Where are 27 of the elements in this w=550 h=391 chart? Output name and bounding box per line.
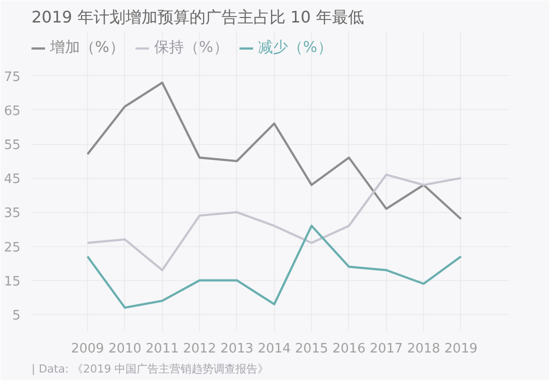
legend-label: 保持（%）	[154, 38, 228, 57]
chart-title: 2019 年计划增加预算的广告主占比 10 年最低	[32, 8, 364, 26]
x-tick-label: 2019	[444, 342, 478, 356]
x-tick-label: 2016	[332, 342, 366, 356]
x-tick-label: 2013	[220, 342, 254, 356]
y-tick-label: 45	[4, 172, 21, 188]
y-tick-label: 5	[12, 308, 21, 324]
x-tick-label: 2011	[146, 342, 179, 356]
y-tick-label: 15	[4, 274, 21, 290]
y-tick-label: 55	[4, 138, 21, 153]
y-tick-label: 35	[4, 206, 21, 222]
x-tick-label: 2012	[183, 342, 216, 356]
y-tick-label: 25	[4, 240, 21, 256]
y-tick-label: 65	[4, 104, 21, 119]
legend-label: 减少（%）	[258, 38, 332, 57]
y-tick-label: 75	[4, 70, 21, 85]
x-tick-label: 2018	[407, 342, 440, 356]
x-tick-label: 2014	[258, 342, 291, 356]
line-series	[86, 82, 462, 220]
line-series	[86, 174, 462, 272]
text: | Data: 《2019 中国广告主营销趋势调查报告》	[32, 362, 269, 376]
line-series	[86, 224, 462, 309]
x-tick-label: 2009	[70, 342, 104, 356]
x-tick-label: 2015	[295, 342, 328, 356]
text: 增加（%）	[50, 38, 124, 57]
x-tick-label: 2017	[370, 342, 403, 356]
x-tick-label: 2010	[108, 342, 142, 356]
